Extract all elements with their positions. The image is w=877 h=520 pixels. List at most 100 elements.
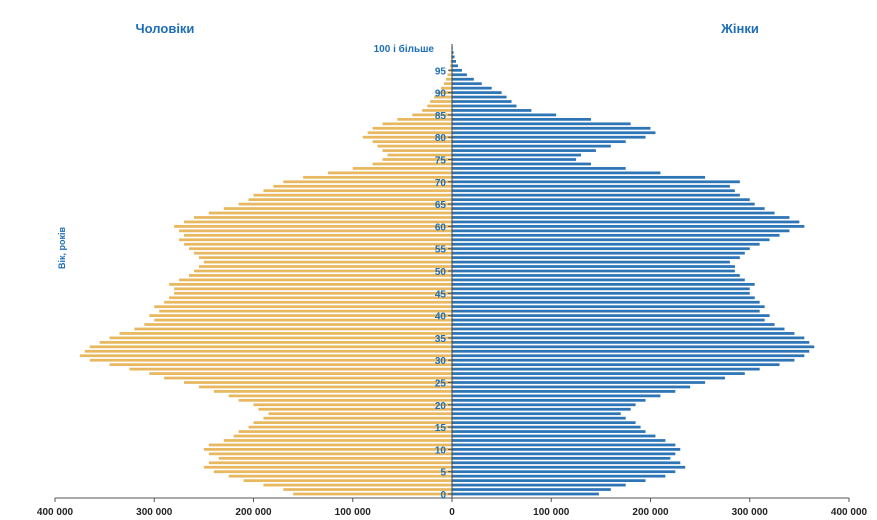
y-axis-label: Вік, років	[57, 227, 67, 270]
male-bar	[253, 403, 452, 407]
female-bar	[452, 242, 760, 246]
y-tick-label: 55	[435, 245, 447, 256]
female-bar	[452, 434, 656, 438]
female-bar	[452, 390, 676, 393]
x-tick-label: 400 000	[37, 507, 74, 518]
male-bar	[273, 184, 452, 188]
male-bar	[164, 300, 453, 304]
female-bar	[452, 162, 591, 166]
female-bar	[452, 332, 795, 335]
female-bar	[452, 59, 456, 63]
male-bar	[243, 479, 452, 483]
male-bar	[248, 425, 452, 429]
male-bar	[198, 256, 452, 260]
female-bar	[452, 86, 492, 90]
female-bar	[452, 149, 596, 152]
female-title: Жінки	[720, 21, 759, 36]
male-bar	[198, 385, 452, 389]
y-tick-label: 70	[435, 178, 447, 189]
male-bar	[382, 158, 452, 161]
male-bar	[377, 144, 452, 148]
male-bar	[444, 82, 452, 86]
female-bar	[452, 416, 626, 420]
female-bar	[452, 211, 775, 215]
male-bar	[193, 251, 452, 255]
male-bar	[99, 340, 452, 344]
female-bar	[452, 126, 651, 130]
male-bar	[387, 153, 452, 157]
male-bar	[372, 162, 452, 166]
x-tick-label: 100 000	[533, 507, 570, 518]
y-tick-label: 25	[435, 379, 447, 390]
female-bar	[452, 220, 800, 224]
male-bar	[119, 332, 452, 335]
male-bar	[263, 189, 452, 193]
female-bar	[452, 412, 621, 416]
y-tick-label: 75	[435, 156, 447, 167]
female-bar	[452, 465, 686, 469]
female-bar	[452, 291, 750, 295]
female-bar	[452, 461, 681, 465]
male-bar	[450, 64, 452, 68]
male-bars	[79, 46, 453, 496]
y-tick-label: 95	[435, 66, 447, 77]
male-bar	[203, 465, 452, 469]
female-bar	[452, 82, 482, 86]
female-bar	[452, 305, 765, 309]
male-bar	[238, 202, 452, 206]
male-bar	[144, 323, 452, 326]
y-tick-label: 80	[435, 133, 447, 144]
female-bar	[452, 336, 805, 340]
female-bar	[452, 421, 636, 425]
female-bar	[452, 398, 646, 402]
female-bar	[452, 167, 626, 170]
y-tick-label: 10	[435, 445, 447, 456]
male-bar	[233, 434, 452, 438]
x-tick-label: 200 000	[632, 507, 669, 518]
male-bar	[397, 117, 452, 121]
male-bar	[213, 470, 452, 474]
male-bar	[283, 180, 452, 184]
male-bar	[154, 318, 452, 322]
male-bar	[268, 412, 452, 416]
male-bar	[179, 229, 452, 233]
female-bar	[452, 247, 750, 251]
female-bar	[452, 95, 507, 99]
male-bar	[84, 349, 453, 353]
female-bar	[452, 456, 671, 460]
y-tick-label: 5	[440, 468, 446, 479]
male-bar	[253, 193, 452, 197]
female-bar	[452, 77, 474, 81]
female-bar	[452, 198, 750, 202]
female-bar	[452, 175, 706, 179]
y-tick-label: 15	[435, 423, 447, 434]
female-bar	[452, 113, 557, 117]
male-bar	[447, 73, 452, 77]
male-bar	[218, 456, 452, 460]
male-bar	[327, 171, 452, 175]
male-bar	[248, 198, 452, 202]
male-bar	[79, 354, 452, 358]
male-bar	[422, 109, 452, 112]
male-bar	[188, 247, 453, 251]
female-bar	[452, 296, 755, 300]
male-bar	[372, 140, 452, 144]
female-bar	[452, 358, 795, 362]
female-bar	[452, 193, 740, 197]
male-bar	[174, 291, 452, 295]
female-bar	[452, 251, 745, 255]
female-bar	[452, 340, 810, 344]
male-bar	[441, 86, 452, 90]
male-bar	[154, 305, 452, 309]
male-bar	[367, 131, 452, 135]
male-bar	[352, 167, 452, 170]
male-bar	[164, 376, 453, 380]
female-bar	[452, 318, 765, 322]
female-bar	[452, 171, 661, 175]
female-bar	[452, 256, 740, 260]
female-bar	[452, 269, 735, 273]
female-bar	[452, 363, 780, 367]
male-bar	[129, 367, 452, 371]
female-bar	[452, 425, 641, 429]
